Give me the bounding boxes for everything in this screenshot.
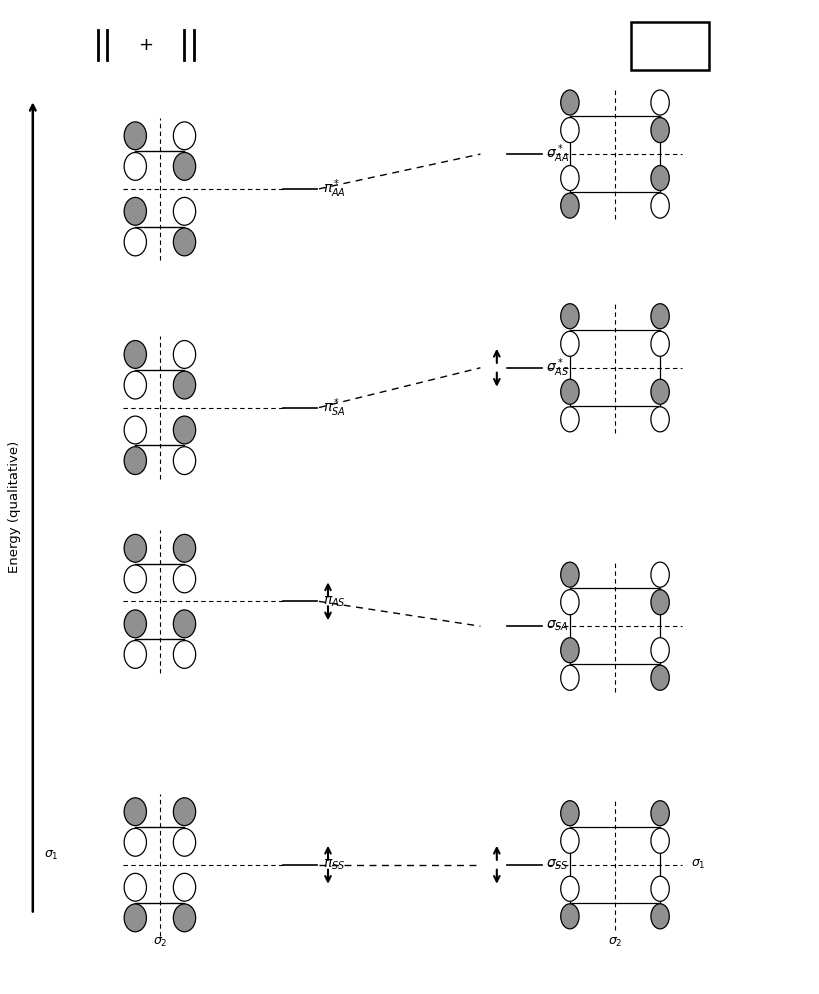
Ellipse shape xyxy=(173,228,196,255)
Ellipse shape xyxy=(560,407,578,431)
Ellipse shape xyxy=(650,380,668,405)
Ellipse shape xyxy=(173,798,196,826)
Ellipse shape xyxy=(650,877,668,902)
Ellipse shape xyxy=(124,535,147,563)
Bar xyxy=(631,22,708,70)
Text: Energy (qualitative): Energy (qualitative) xyxy=(8,440,21,574)
Ellipse shape xyxy=(650,193,668,218)
Ellipse shape xyxy=(173,904,196,931)
Ellipse shape xyxy=(650,638,668,663)
Ellipse shape xyxy=(124,416,147,444)
Ellipse shape xyxy=(560,904,578,928)
Ellipse shape xyxy=(650,904,668,928)
Ellipse shape xyxy=(560,589,578,614)
Ellipse shape xyxy=(560,380,578,405)
Ellipse shape xyxy=(650,117,668,142)
Ellipse shape xyxy=(124,371,147,399)
Ellipse shape xyxy=(650,331,668,356)
Ellipse shape xyxy=(560,801,578,826)
Ellipse shape xyxy=(560,90,578,115)
Ellipse shape xyxy=(560,638,578,663)
Text: $\sigma_{SS}$: $\sigma_{SS}$ xyxy=(545,858,568,872)
Text: $\pi_{SS}$: $\pi_{SS}$ xyxy=(323,858,345,872)
Ellipse shape xyxy=(124,610,147,638)
Ellipse shape xyxy=(560,166,578,191)
Ellipse shape xyxy=(650,665,668,690)
Ellipse shape xyxy=(650,304,668,329)
Ellipse shape xyxy=(560,563,578,587)
Text: $\pi_{AS}$: $\pi_{AS}$ xyxy=(323,594,346,608)
Text: $\pi^*_{AA}$: $\pi^*_{AA}$ xyxy=(323,178,346,200)
Ellipse shape xyxy=(173,198,196,226)
Text: $\pi^*_{SA}$: $\pi^*_{SA}$ xyxy=(323,397,345,418)
Ellipse shape xyxy=(124,198,147,226)
Ellipse shape xyxy=(173,446,196,474)
Ellipse shape xyxy=(124,446,147,474)
Ellipse shape xyxy=(124,565,147,592)
Ellipse shape xyxy=(173,122,196,150)
Ellipse shape xyxy=(124,904,147,931)
Text: $+$: $+$ xyxy=(138,36,153,54)
Ellipse shape xyxy=(173,874,196,902)
Ellipse shape xyxy=(173,565,196,592)
Ellipse shape xyxy=(173,152,196,180)
Ellipse shape xyxy=(650,563,668,587)
Ellipse shape xyxy=(650,589,668,614)
Text: $\sigma^*_{AA}$: $\sigma^*_{AA}$ xyxy=(545,143,568,165)
Ellipse shape xyxy=(173,640,196,668)
Ellipse shape xyxy=(650,828,668,853)
Ellipse shape xyxy=(124,152,147,180)
Ellipse shape xyxy=(124,122,147,150)
Ellipse shape xyxy=(560,828,578,853)
Ellipse shape xyxy=(173,371,196,399)
Ellipse shape xyxy=(560,665,578,690)
Ellipse shape xyxy=(124,828,147,856)
Ellipse shape xyxy=(124,798,147,826)
Ellipse shape xyxy=(173,341,196,369)
Ellipse shape xyxy=(560,877,578,902)
Ellipse shape xyxy=(173,828,196,856)
Ellipse shape xyxy=(650,801,668,826)
Ellipse shape xyxy=(173,610,196,638)
Text: $\sigma_{SA}$: $\sigma_{SA}$ xyxy=(545,619,568,633)
Text: $\sigma_2$: $\sigma_2$ xyxy=(152,936,167,949)
Ellipse shape xyxy=(650,407,668,431)
Text: $\sigma_2$: $\sigma_2$ xyxy=(607,936,622,949)
Text: $\sigma_1$: $\sigma_1$ xyxy=(44,849,59,862)
Ellipse shape xyxy=(173,535,196,563)
Ellipse shape xyxy=(124,640,147,668)
Ellipse shape xyxy=(560,331,578,356)
Ellipse shape xyxy=(124,341,147,369)
Ellipse shape xyxy=(124,874,147,902)
Ellipse shape xyxy=(560,193,578,218)
Ellipse shape xyxy=(560,304,578,329)
Ellipse shape xyxy=(173,416,196,444)
Text: $\sigma^*_{AS}$: $\sigma^*_{AS}$ xyxy=(545,357,568,379)
Ellipse shape xyxy=(124,228,147,255)
Ellipse shape xyxy=(650,90,668,115)
Ellipse shape xyxy=(650,166,668,191)
Ellipse shape xyxy=(560,117,578,142)
Text: $\sigma_1$: $\sigma_1$ xyxy=(690,858,704,872)
